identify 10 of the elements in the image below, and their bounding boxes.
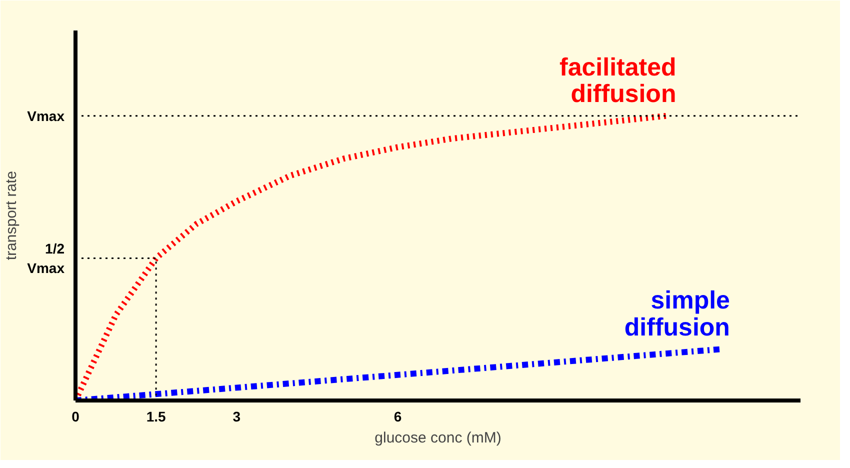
x-tick-label: 0 <box>72 408 80 424</box>
x-tick-label: 1.5 <box>146 408 166 424</box>
ref-line-label: Vmax <box>27 108 65 124</box>
series-label: facilitated diffusion <box>560 53 676 108</box>
annotation: 1/2 Vmax <box>27 240 65 276</box>
y-axis-title: transport rate <box>3 170 20 260</box>
x-tick-label: 6 <box>394 408 402 424</box>
x-axis-title: glucose conc (mM) <box>374 430 502 446</box>
x-tick-label: 3 <box>232 408 241 424</box>
series-label: simple diffusion <box>624 286 730 342</box>
